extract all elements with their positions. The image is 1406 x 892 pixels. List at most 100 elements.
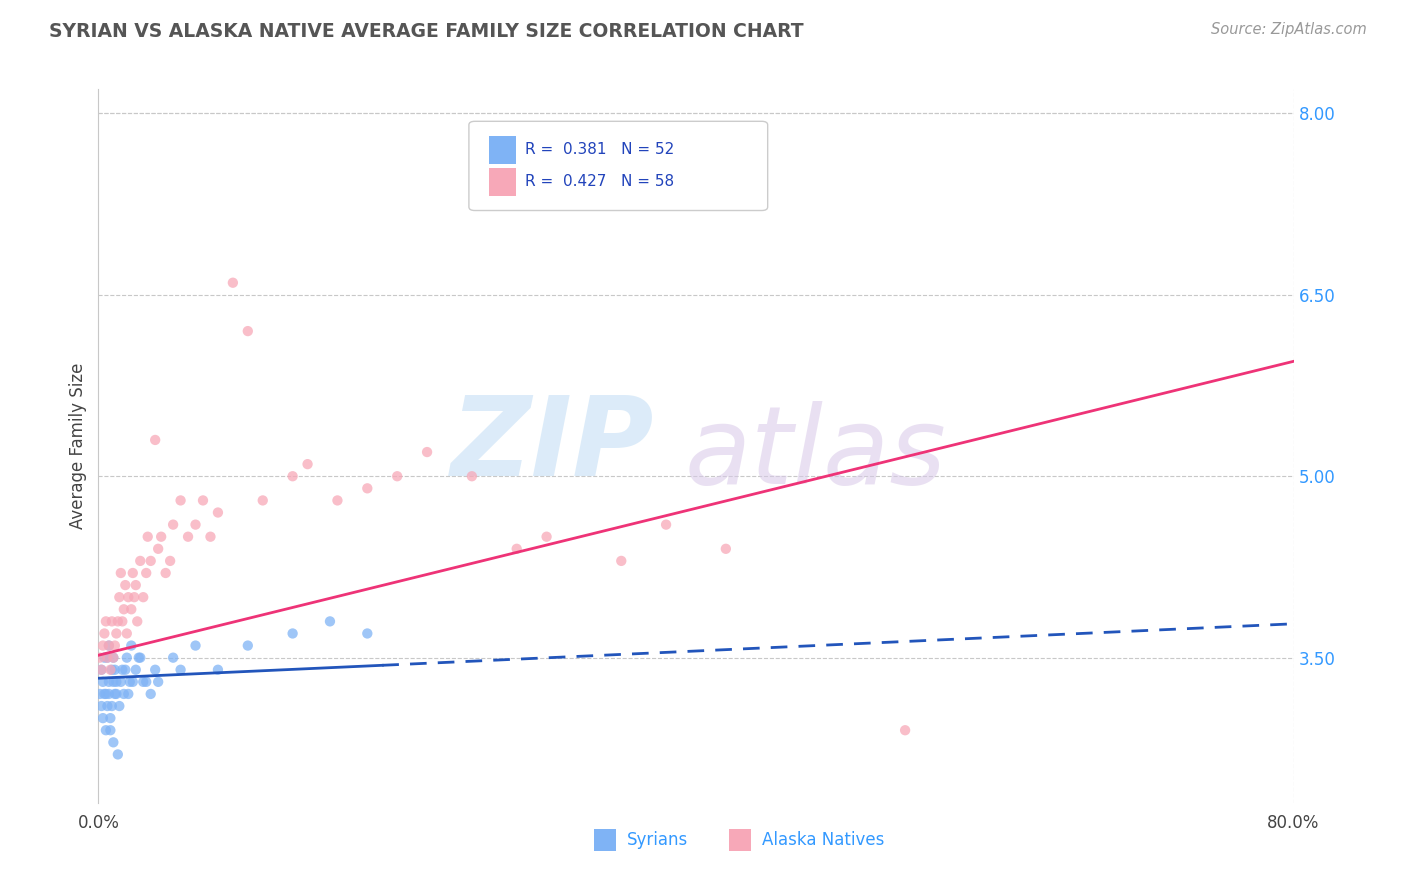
Point [121, 674, 143, 689]
Point [416, 445, 439, 459]
Point [128, 650, 150, 665]
Point [162, 650, 184, 665]
Point [98, 711, 122, 725]
Point [98, 723, 122, 738]
Point [112, 687, 135, 701]
Point [91, 639, 114, 653]
Point [110, 566, 132, 580]
Point [89, 687, 111, 701]
Point [252, 493, 274, 508]
Point [236, 639, 259, 653]
Point [101, 615, 124, 629]
FancyBboxPatch shape [489, 168, 516, 196]
Point [200, 530, 222, 544]
Point [114, 578, 136, 592]
Y-axis label: Average Family Size: Average Family Size [69, 363, 87, 529]
Point [129, 650, 152, 665]
Text: atlas: atlas [685, 401, 946, 506]
Point [114, 663, 136, 677]
Point [125, 578, 148, 592]
FancyBboxPatch shape [489, 136, 516, 164]
Point [94, 615, 117, 629]
Point [326, 493, 349, 508]
Point [297, 457, 319, 471]
Text: R =  0.381   N = 52: R = 0.381 N = 52 [524, 143, 675, 157]
Text: Source: ZipAtlas.com: Source: ZipAtlas.com [1211, 22, 1367, 37]
Point [169, 663, 191, 677]
Point [894, 723, 917, 738]
Point [112, 602, 135, 616]
Point [89, 650, 111, 665]
Point [184, 639, 207, 653]
Point [150, 530, 173, 544]
Point [120, 602, 142, 616]
Point [101, 699, 124, 714]
Point [148, 541, 170, 556]
Point [90, 663, 112, 677]
FancyBboxPatch shape [470, 121, 768, 211]
Point [139, 554, 162, 568]
Point [97, 687, 120, 701]
Point [117, 590, 139, 604]
Point [107, 747, 129, 762]
Point [356, 626, 378, 640]
Point [97, 639, 120, 653]
Point [93, 650, 115, 665]
Point [103, 650, 125, 665]
Point [118, 674, 141, 689]
Text: ZIP: ZIP [451, 392, 654, 500]
Point [117, 687, 139, 701]
FancyBboxPatch shape [595, 830, 616, 851]
Point [97, 639, 120, 653]
Point [90, 699, 112, 714]
Point [96, 650, 118, 665]
Text: Syrians: Syrians [627, 831, 688, 849]
Point [94, 723, 117, 738]
Point [135, 566, 157, 580]
Point [96, 650, 118, 665]
Point [191, 493, 214, 508]
Point [319, 615, 342, 629]
Point [281, 626, 304, 640]
Point [610, 554, 633, 568]
Point [103, 650, 125, 665]
Point [135, 674, 157, 689]
Point [236, 324, 259, 338]
Point [162, 517, 184, 532]
Point [105, 674, 128, 689]
Point [111, 615, 134, 629]
Text: Alaska Natives: Alaska Natives [762, 831, 884, 849]
Point [104, 639, 127, 653]
Point [127, 615, 149, 629]
Point [207, 506, 229, 520]
Text: R =  0.427   N = 58: R = 0.427 N = 58 [524, 175, 675, 189]
FancyBboxPatch shape [730, 830, 751, 851]
Point [97, 674, 120, 689]
Point [159, 554, 181, 568]
Point [101, 663, 124, 677]
Point [105, 626, 128, 640]
Point [222, 276, 245, 290]
Point [356, 481, 378, 495]
Point [125, 663, 148, 677]
Point [105, 687, 128, 701]
Point [184, 517, 207, 532]
Point [132, 590, 155, 604]
Point [104, 663, 127, 677]
Point [714, 541, 737, 556]
Point [461, 469, 484, 483]
Point [98, 663, 122, 677]
Point [103, 674, 125, 689]
Point [132, 674, 155, 689]
Point [177, 530, 200, 544]
Point [93, 626, 115, 640]
Text: SYRIAN VS ALASKA NATIVE AVERAGE FAMILY SIZE CORRELATION CHART: SYRIAN VS ALASKA NATIVE AVERAGE FAMILY S… [49, 22, 804, 41]
Point [385, 469, 409, 483]
Point [169, 493, 191, 508]
Point [143, 433, 166, 447]
Point [139, 687, 162, 701]
Point [94, 687, 117, 701]
Point [110, 674, 132, 689]
Point [91, 674, 114, 689]
Point [93, 687, 115, 701]
